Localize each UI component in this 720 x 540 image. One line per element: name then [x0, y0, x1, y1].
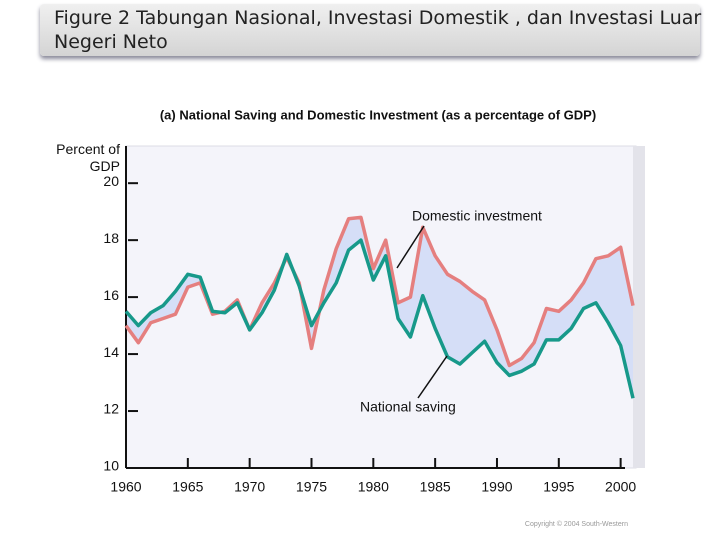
copyright: Copyright © 2004 South-Western [525, 520, 628, 528]
series-annotation: Domestic investment [412, 208, 542, 224]
y-tick-label: 20 [103, 173, 119, 189]
series-annotation: National saving [360, 399, 456, 415]
chart-title: (a) National Saving and Domestic Investm… [160, 107, 596, 122]
title-bar [40, 4, 700, 56]
slide-title: Figure 2 Tabungan Nasional, Investasi Do… [54, 7, 702, 53]
x-tick-label: 1985 [420, 479, 451, 495]
x-tick-label: 1980 [358, 479, 389, 495]
y-tick-label: 18 [103, 230, 119, 246]
x-tick-label: 1990 [481, 479, 512, 495]
y-axis-label: Percent of GDP [56, 141, 120, 174]
plot-shadow [633, 146, 645, 468]
x-tick-label: 1995 [543, 479, 574, 495]
y-tick-label: 16 [103, 287, 119, 303]
y-tick-label: 14 [103, 344, 119, 360]
annotation-pointer [417, 355, 448, 399]
y-tick-label: 12 [103, 401, 119, 417]
data-line [124, 238, 635, 399]
x-tick-label: 1960 [110, 479, 141, 495]
x-tick-label: 2000 [605, 479, 636, 495]
x-tick-label: 1965 [172, 479, 203, 495]
plot-area [125, 145, 637, 469]
y-tick-label: 10 [103, 458, 119, 474]
x-tick-label: 1975 [296, 479, 327, 495]
annotation-pointer [396, 225, 425, 269]
x-tick-label: 1970 [234, 479, 265, 495]
